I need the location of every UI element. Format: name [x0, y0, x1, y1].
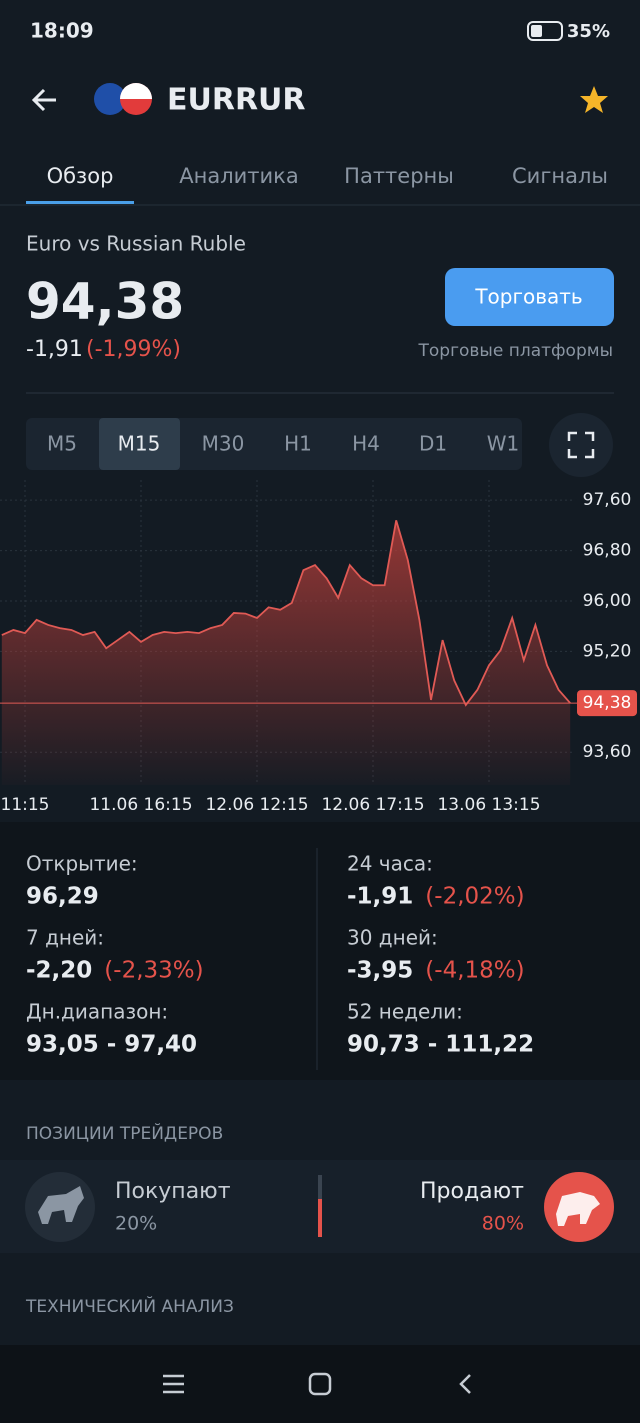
stats-panel: [0, 822, 640, 1080]
price-badge-label: 94,38: [583, 693, 632, 713]
fullscreen-button[interactable]: [549, 413, 613, 477]
y-tick-label: 96,00: [583, 591, 632, 611]
stat-value: -3,95: [347, 958, 413, 984]
stat-value: -2,20: [26, 958, 92, 984]
platforms-link[interactable]: Торговые платформы: [418, 341, 614, 361]
stat-label: Дн.диапазон:: [26, 1000, 168, 1024]
favorite-star[interactable]: [580, 86, 608, 113]
area: [1, 520, 571, 785]
timeframe[interactable]: M15: [118, 432, 161, 456]
stat-pct: (-2,02%): [425, 884, 524, 910]
sentiment-bar-sell: [318, 1199, 322, 1237]
stat-label: 52 недели:: [347, 1000, 463, 1024]
stat-value: -1,91: [347, 884, 413, 910]
stat-label: 7 дней:: [26, 926, 104, 950]
nav-bar: [0, 1345, 640, 1423]
line: [1, 520, 571, 707]
instrument-name: Euro vs Russian Ruble: [26, 232, 246, 256]
y-tick-label: 93,60: [583, 742, 632, 762]
price: 94,38: [26, 273, 184, 331]
tab[interactable]: Сигналы: [512, 164, 608, 188]
stat-value: 93,05 - 97,40: [26, 1032, 197, 1058]
tab[interactable]: Аналитика: [179, 164, 298, 188]
sell-label: Продают: [420, 1179, 524, 1204]
timeframe[interactable]: H1: [284, 432, 312, 456]
battery-icon: [527, 21, 563, 41]
section-title: ПОЗИЦИИ ТРЕЙДЕРОВ: [26, 1122, 223, 1144]
nav-home[interactable]: [308, 1372, 332, 1396]
timeframe[interactable]: D1: [419, 432, 447, 456]
bear-shape: [556, 1192, 600, 1226]
trade-button[interactable]: [445, 268, 614, 326]
symbol: EURRUR: [167, 83, 306, 118]
y-tick-label: 95,20: [583, 641, 632, 661]
x-tick-label: 13.06 13:15: [437, 795, 540, 815]
bull-shape: [38, 1186, 84, 1224]
buy-label: Покупают: [115, 1179, 231, 1204]
nav-menu[interactable]: [163, 1374, 184, 1394]
x-tick-label: 11.06 16:15: [89, 795, 192, 815]
timeframe[interactable]: W1: [487, 432, 520, 456]
change: -1,91: [26, 337, 83, 362]
price-badge: [577, 690, 637, 717]
stat-pct: (-2,33%): [104, 958, 203, 984]
ru-flag-top: [120, 83, 152, 99]
section-title: ТЕХНИЧЕСКИЙ АНАЛИЗ: [25, 1295, 234, 1317]
y-tick-label: 97,60: [583, 490, 632, 510]
timeframe[interactable]: M5: [47, 432, 77, 456]
stat-value: 96,29: [26, 884, 99, 910]
nav-back[interactable]: [459, 1374, 471, 1394]
sell-pct: 80%: [482, 1213, 524, 1235]
y-tick-label: 96,80: [583, 541, 632, 561]
timeframe[interactable]: H4: [352, 432, 380, 456]
x-tick-label: 12.06 12:15: [205, 795, 308, 815]
battery-level: [531, 25, 542, 37]
sentiment-bar-buy: [318, 1175, 322, 1199]
change-pct: (-1,99%): [86, 337, 181, 362]
x-tick-label: 11:15: [1, 795, 50, 815]
tab[interactable]: Обзор: [47, 164, 114, 188]
timeframe[interactable]: M30: [202, 432, 245, 456]
eu-flag: [94, 83, 126, 115]
back-button[interactable]: [31, 88, 56, 112]
stat-value: 90,73 - 111,22: [347, 1032, 534, 1058]
stat-pct: (-4,18%): [425, 958, 524, 984]
buy-pct: 20%: [115, 1213, 157, 1235]
status-time: 18:09: [30, 19, 94, 43]
timeframe-selected: [99, 418, 180, 470]
x-tick-label: 12.06 17:15: [321, 795, 424, 815]
battery: 35%: [567, 21, 610, 42]
trade-button-label[interactable]: Торговать: [474, 285, 582, 309]
tab[interactable]: Паттерны: [344, 164, 454, 188]
fullscreen-icon[interactable]: [567, 431, 595, 459]
tab-indicator: [26, 201, 134, 204]
stat-label: Открытие:: [26, 852, 138, 876]
stat-label: 30 дней:: [347, 926, 438, 950]
stat-label: 24 часа:: [347, 852, 433, 876]
